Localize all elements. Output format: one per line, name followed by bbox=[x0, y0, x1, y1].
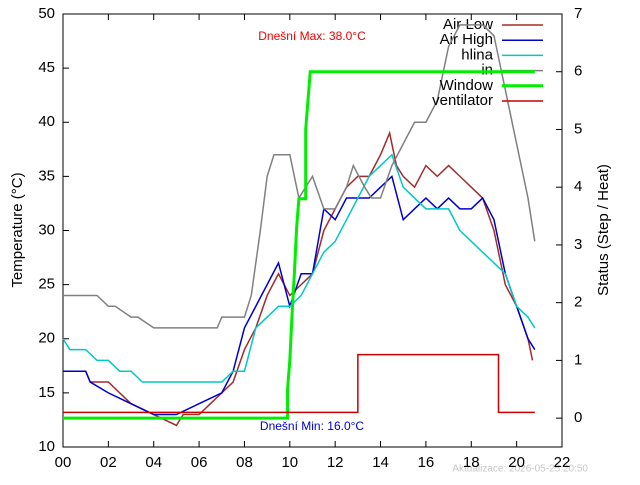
x-tick-label: 16 bbox=[418, 454, 435, 471]
x-tick-label: 22 bbox=[554, 454, 571, 471]
y2-tick-label: 6 bbox=[574, 63, 582, 80]
y-tick-label: 45 bbox=[38, 59, 55, 76]
x-tick-label: 04 bbox=[145, 454, 162, 471]
y-tick-label: 50 bbox=[38, 5, 55, 22]
y2-tick-label: 5 bbox=[574, 120, 582, 137]
y-tick-label: 30 bbox=[38, 221, 55, 238]
x-tick-label: 18 bbox=[463, 454, 480, 471]
y2-tick-label: 7 bbox=[574, 5, 582, 22]
min-annotation: Dnešní Min: 16.0°C bbox=[260, 419, 365, 433]
max-annotation: Dnešní Max: 38.0°C bbox=[258, 29, 366, 43]
series-line bbox=[63, 174, 536, 416]
y-tick-label: 25 bbox=[38, 276, 55, 293]
series-line bbox=[62, 153, 536, 383]
series-line bbox=[63, 353, 535, 414]
series-line bbox=[63, 24, 536, 329]
update-note: Aktualizace: 2026-05-25 20:50 bbox=[452, 464, 588, 475]
series-line bbox=[63, 70, 535, 420]
series-line bbox=[63, 130, 534, 427]
x-tick-label: 10 bbox=[281, 454, 298, 471]
legend-label: ventilator bbox=[432, 92, 493, 109]
y2-tick-label: 2 bbox=[574, 294, 582, 311]
legend-label: in bbox=[481, 62, 493, 79]
legend-label: hlina bbox=[461, 46, 493, 63]
y-tick-label: 10 bbox=[38, 438, 55, 455]
y-tick-label: 15 bbox=[38, 384, 55, 401]
x-tick-label: 20 bbox=[508, 454, 525, 471]
y-tick-label: 40 bbox=[38, 113, 55, 130]
y2-tick-label: 0 bbox=[574, 409, 582, 426]
x-tick-label: 14 bbox=[372, 454, 389, 471]
x-tick-label: 12 bbox=[327, 454, 344, 471]
y-axis-label: Temperature (°C) bbox=[9, 172, 26, 287]
legend-label: Window bbox=[440, 77, 494, 94]
legend-label: Air High bbox=[440, 31, 493, 48]
y2-tick-label: 3 bbox=[574, 236, 582, 253]
x-tick-label: 08 bbox=[236, 454, 253, 471]
y-tick-label: 20 bbox=[38, 330, 55, 347]
x-tick-label: 02 bbox=[100, 454, 117, 471]
x-tick-label: 00 bbox=[55, 454, 72, 471]
x-tick-label: 06 bbox=[191, 454, 208, 471]
y2-tick-label: 1 bbox=[574, 351, 582, 368]
y2-axis-label: Status (Step / Heat) bbox=[595, 164, 612, 296]
y-tick-label: 35 bbox=[38, 167, 55, 184]
y2-tick-label: 4 bbox=[574, 178, 582, 195]
